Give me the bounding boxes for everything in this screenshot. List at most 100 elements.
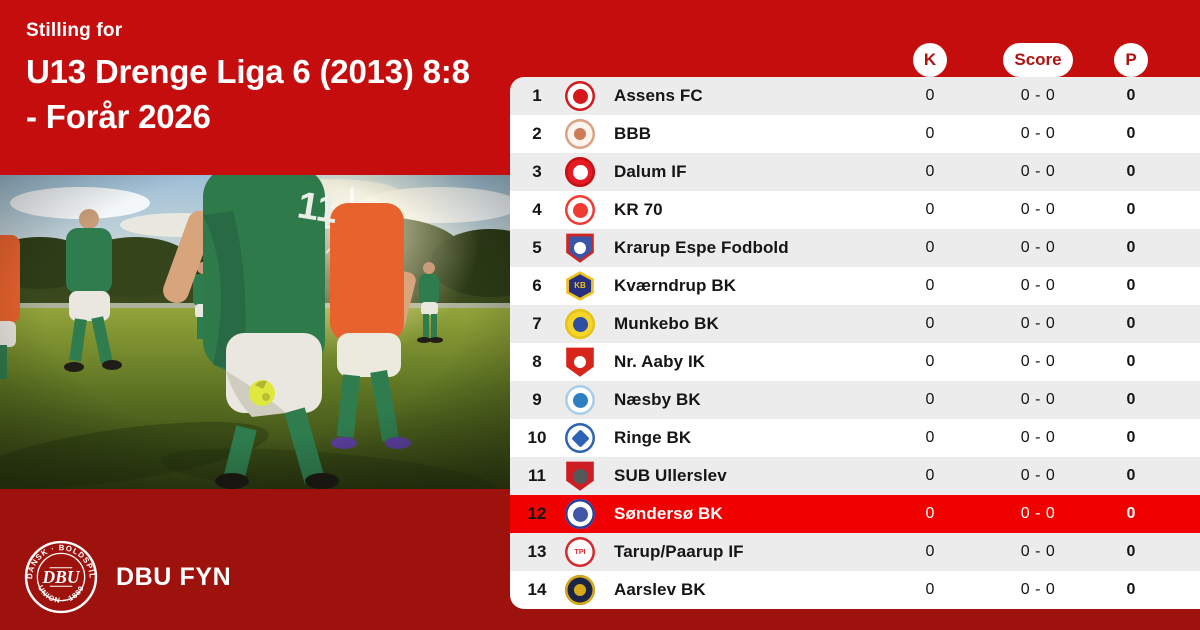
club-logo-box (558, 575, 602, 605)
club-logo-box (558, 233, 602, 263)
club-logo-box: KB (558, 271, 602, 301)
points-value: 0 (1126, 391, 1136, 408)
svg-text:DBU: DBU (42, 567, 81, 587)
position-number: 3 (532, 162, 542, 181)
matches-value: 0 (925, 505, 935, 522)
position-number: 6 (532, 276, 542, 295)
matches-value: 0 (925, 581, 935, 598)
matches-value: 0 (925, 315, 935, 332)
club-logo-box (558, 81, 602, 111)
points-value: 0 (1126, 125, 1136, 142)
table-row: 13 TPI Tarup/Paarup IF 0 0 - 0 0 (510, 533, 1200, 571)
matches-value: 0 (925, 277, 935, 294)
club-name: Næsby BK (614, 390, 701, 409)
points-value: 0 (1126, 467, 1136, 484)
table-row: 4 KR 70 0 0 - 0 0 (510, 191, 1200, 229)
score-value: 0 - 0 (1020, 125, 1056, 142)
club-logo (565, 499, 595, 529)
club-logo-box (558, 157, 602, 187)
table-row: 10 Ringe BK 0 0 - 0 0 (510, 419, 1200, 457)
football-scene-illustration: 11 (0, 175, 510, 489)
club-name: Tarup/Paarup IF (614, 542, 744, 561)
club-logo-box (558, 499, 602, 529)
score-value: 0 - 0 (1020, 239, 1056, 256)
table-row: 14 Aarslev BK 0 0 - 0 0 (510, 571, 1200, 609)
club-logo (565, 423, 595, 453)
club-name: Ringe BK (614, 428, 692, 447)
points-value: 0 (1126, 315, 1136, 332)
position-number: 13 (527, 542, 547, 561)
club-logo-box (558, 385, 602, 415)
club-logo-box (558, 309, 602, 339)
club-logo-box: TPI (558, 537, 602, 567)
score-value: 0 - 0 (1020, 277, 1056, 294)
table-row: 8 Nr. Aaby IK 0 0 - 0 0 (510, 343, 1200, 381)
club-logo (566, 233, 594, 263)
club-name: Assens FC (614, 86, 703, 105)
standings-table: 1 Assens FC 0 0 - 0 0 2 BBB 0 0 - 0 0 3 Dalum IF 0 0 … (510, 77, 1200, 609)
table-row: 9 Næsby BK 0 0 - 0 0 (510, 381, 1200, 419)
position-number: 1 (532, 86, 542, 105)
club-name: Krarup Espe Fodbold (614, 238, 789, 257)
club-logo-box (558, 195, 602, 225)
club-logo (565, 309, 595, 339)
column-badge-matches: K (913, 43, 947, 77)
matches-value: 0 (925, 239, 935, 256)
column-badge-points: P (1114, 43, 1148, 77)
club-logo (566, 461, 594, 491)
points-value: 0 (1126, 201, 1136, 218)
matches-value: 0 (925, 87, 935, 104)
club-name: SUB Ullerslev (614, 466, 727, 485)
position-number: 8 (532, 352, 542, 371)
club-name: Søndersø BK (614, 504, 723, 523)
brand-footer: DANSK · BOLDSPIL UNION · 1889 DBU DBU FY… (24, 540, 231, 614)
position-number: 2 (532, 124, 542, 143)
page-title-line-1: U13 Drenge Liga 6 (2013) 8:8 (26, 53, 470, 90)
matches-value: 0 (925, 543, 935, 560)
club-logo-box (558, 423, 602, 453)
matches-value: 0 (925, 353, 935, 370)
table-row-highlighted: 12 Søndersø BK 0 0 - 0 0 (510, 495, 1200, 533)
club-name: Kværndrup BK (614, 276, 737, 295)
club-logo-box (558, 461, 602, 491)
score-value: 0 - 0 (1020, 201, 1056, 218)
hero-photo: 11 (0, 175, 510, 489)
club-name: BBB (614, 124, 652, 143)
points-value: 0 (1126, 505, 1136, 522)
club-name: Nr. Aaby IK (614, 352, 706, 371)
score-value: 0 - 0 (1020, 87, 1056, 104)
table-row: 1 Assens FC 0 0 - 0 0 (510, 77, 1200, 115)
column-badge-score: Score (1003, 43, 1073, 77)
points-value: 0 (1126, 429, 1136, 446)
matches-value: 0 (925, 429, 935, 446)
score-value: 0 - 0 (1020, 391, 1056, 408)
score-value: 0 - 0 (1020, 543, 1056, 560)
club-logo (565, 385, 595, 415)
score-value: 0 - 0 (1020, 163, 1056, 180)
page-title-line-2: - Forår 2026 (26, 98, 211, 135)
score-value: 0 - 0 (1020, 467, 1056, 484)
matches-value: 0 (925, 467, 935, 484)
table-header: K Score P (510, 43, 1200, 77)
position-number: 12 (527, 504, 547, 523)
points-value: 0 (1126, 581, 1136, 598)
table-row: 11 SUB Ullerslev 0 0 - 0 0 (510, 457, 1200, 495)
position-number: 4 (532, 200, 542, 219)
standings-panel: K Score P 1 Assens FC 0 0 - 0 0 2 BBB 0 0 - 0 0 3 D… (510, 43, 1200, 609)
points-value: 0 (1126, 543, 1136, 560)
points-value: 0 (1126, 277, 1136, 294)
club-logo (566, 347, 594, 377)
matches-value: 0 (925, 391, 935, 408)
club-name: KR 70 (614, 200, 663, 219)
club-name: Aarslev BK (614, 580, 706, 599)
club-logo (565, 157, 595, 187)
position-number: 11 (528, 466, 546, 485)
score-value: 0 - 0 (1020, 581, 1056, 598)
club-logo-box (558, 119, 602, 149)
score-value: 0 - 0 (1020, 353, 1056, 370)
club-name: Munkebo BK (614, 314, 719, 333)
club-logo (565, 119, 595, 149)
club-logo-box (558, 347, 602, 377)
matches-value: 0 (925, 163, 935, 180)
